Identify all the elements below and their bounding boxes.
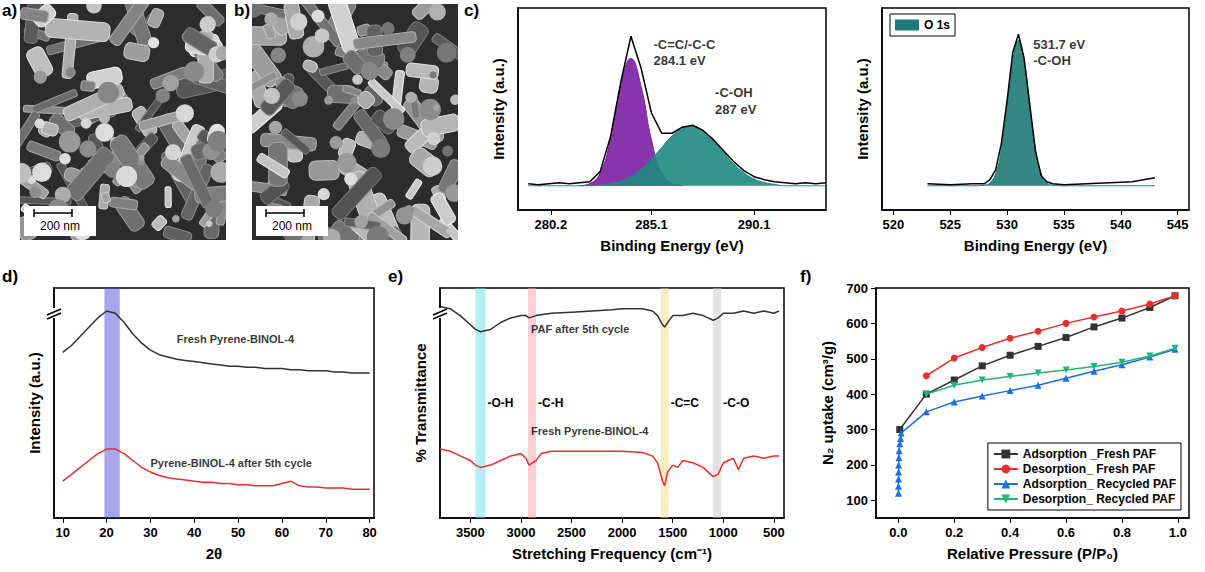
svg-text:400: 400	[846, 387, 868, 402]
svg-text:Binding Energy (eV): Binding Energy (eV)	[600, 237, 743, 254]
svg-text:Fresh Pyrene-BINOL-4: Fresh Pyrene-BINOL-4	[177, 333, 295, 345]
svg-text:500: 500	[763, 525, 785, 540]
svg-text:40: 40	[187, 525, 201, 540]
svg-text:-C=C/-C-C: -C=C/-C-C	[654, 37, 716, 52]
svg-text:Adsorption _Fresh PAF: Adsorption _Fresh PAF	[1023, 447, 1156, 461]
svg-text:-C-OH: -C-OH	[1033, 53, 1071, 68]
html-text:a): a)	[2, 1, 18, 20]
svg-text:30: 30	[143, 525, 157, 540]
html-text:200 nm: 200 nm	[40, 219, 80, 233]
svg-text:290.1: 290.1	[738, 217, 771, 232]
svg-text:N₂ uptake (cm³/g): N₂ uptake (cm³/g)	[819, 341, 836, 465]
svg-text:% Transmittance: % Transmittance	[412, 343, 429, 462]
svg-text:-C-OH: -C-OH	[715, 85, 753, 100]
svg-text:-C-O: -C-O	[723, 396, 749, 410]
svg-text:Adsorption_ Recycled PAF: Adsorption_ Recycled PAF	[1023, 477, 1176, 491]
svg-text:531.7 eV: 531.7 eV	[1033, 37, 1085, 52]
svg-text:Stretching Frequency (cm⁻¹): Stretching Frequency (cm⁻¹)	[512, 545, 712, 562]
svg-text:285.1: 285.1	[635, 217, 668, 232]
svg-text:280.2: 280.2	[535, 217, 568, 232]
svg-text:700: 700	[846, 281, 868, 296]
svg-text:3500: 3500	[456, 525, 485, 540]
html-text:e): e)	[388, 267, 404, 286]
svg-text:Intensity (a.u.): Intensity (a.u.)	[490, 58, 507, 160]
svg-text:200: 200	[846, 457, 868, 472]
svg-text:2500: 2500	[557, 525, 586, 540]
svg-text:1000: 1000	[709, 525, 738, 540]
svg-text:0.0: 0.0	[889, 525, 907, 540]
svg-text:540: 540	[1110, 217, 1132, 232]
svg-text:1500: 1500	[658, 525, 687, 540]
svg-text:PAF after 5th cycle: PAF after 5th cycle	[531, 323, 629, 335]
svg-text:0.4: 0.4	[1001, 525, 1020, 540]
svg-text:0.2: 0.2	[945, 525, 963, 540]
svg-text:Intensity (a.u.): Intensity (a.u.)	[854, 58, 871, 160]
html-text:c): c)	[464, 1, 480, 20]
svg-text:284.1 eV: 284.1 eV	[654, 53, 706, 68]
svg-text:Relative Pressure (P/P₀): Relative Pressure (P/P₀)	[947, 545, 1118, 562]
svg-text:545: 545	[1167, 217, 1189, 232]
html-text:d): d)	[2, 267, 18, 286]
svg-text:50: 50	[231, 525, 245, 540]
svg-text:2θ: 2θ	[206, 545, 222, 562]
svg-text:2000: 2000	[608, 525, 637, 540]
svg-text:100: 100	[846, 493, 868, 508]
svg-text:Desorption_ Recycled PAF: Desorption_ Recycled PAF	[1023, 492, 1175, 506]
svg-text:287 eV: 287 eV	[715, 102, 757, 117]
svg-text:0.8: 0.8	[1113, 525, 1131, 540]
svg-text:-C-H: -C-H	[538, 396, 563, 410]
svg-text:-O-H: -O-H	[488, 396, 514, 410]
svg-text:0.6: 0.6	[1057, 525, 1075, 540]
svg-text:Desorption_ Fresh PAF: Desorption_ Fresh PAF	[1023, 462, 1155, 476]
svg-text:70: 70	[319, 525, 333, 540]
svg-text:Fresh Pyrene-BINOL-4: Fresh Pyrene-BINOL-4	[531, 425, 649, 437]
svg-text:10: 10	[56, 525, 70, 540]
svg-text:O 1s: O 1s	[924, 18, 950, 32]
svg-text:20: 20	[99, 525, 113, 540]
svg-text:300: 300	[846, 422, 868, 437]
svg-text:535: 535	[1053, 217, 1075, 232]
svg-text:60: 60	[275, 525, 289, 540]
svg-text:-C=C: -C=C	[671, 396, 700, 410]
svg-text:1.0: 1.0	[1169, 525, 1187, 540]
svg-text:600: 600	[846, 316, 868, 331]
svg-text:520: 520	[883, 217, 905, 232]
svg-text:80: 80	[362, 525, 376, 540]
svg-text:Binding Energy (eV): Binding Energy (eV)	[964, 237, 1107, 254]
svg-text:3000: 3000	[506, 525, 535, 540]
html-text:200 nm: 200 nm	[272, 219, 312, 233]
svg-text:Intensity (a.u.): Intensity (a.u.)	[26, 352, 43, 454]
html-text:f): f)	[800, 267, 812, 286]
svg-text:500: 500	[846, 351, 868, 366]
svg-text:Pyrene-BINOL-4 after 5th cycle: Pyrene-BINOL-4 after 5th cycle	[150, 457, 311, 469]
svg-text:525: 525	[939, 217, 961, 232]
svg-text:530: 530	[996, 217, 1018, 232]
html-text:b): b)	[234, 1, 250, 20]
